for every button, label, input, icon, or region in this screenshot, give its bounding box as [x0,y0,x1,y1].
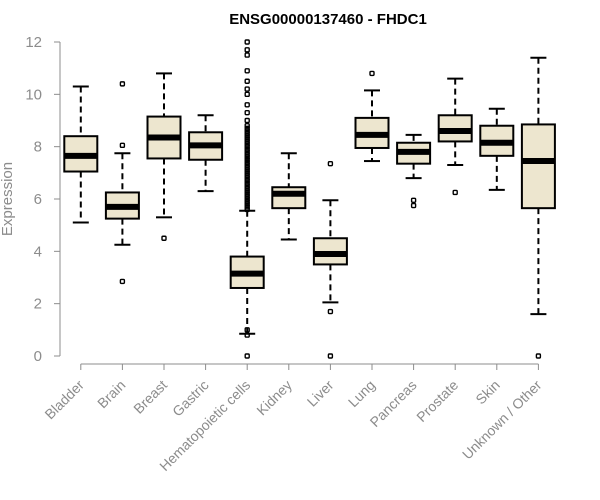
outlier-point [244,133,250,139]
box-bladder [63,85,99,224]
box-brain [104,81,140,285]
outlier-point [244,177,250,184]
box-lung [354,70,390,163]
outlier-point [244,198,250,205]
outlier-point [119,278,126,285]
x-tick-label: Unknown / Other [459,377,545,463]
box-unknown-other [520,56,556,359]
box-hematopoietic-cells [229,39,265,359]
outlier-point [244,151,250,158]
outlier-point [369,70,375,77]
iqr-box [520,123,556,210]
outlier-point [244,117,250,124]
outlier-point [244,193,250,200]
outlier-point [244,91,250,98]
box-skin [479,107,515,191]
outlier-point [244,157,250,163]
outlier-point [244,185,250,192]
chart-title: ENSG00000137460 - FHDC1 [229,11,427,28]
outlier-point [244,204,250,210]
outlier-point [244,136,250,142]
outlier-point [244,170,250,176]
outlier-point [244,86,250,92]
outlier-point [244,191,250,197]
outlier-point [244,109,250,116]
y-tick-label: 12 [25,34,42,51]
outlier-point [244,123,250,129]
outlier-point [244,201,250,207]
outlier-point [244,130,250,137]
outlier-point [244,52,250,58]
outlier-point [327,308,334,315]
y-tick-label: 4 [34,243,42,260]
y-tick-label: 8 [34,139,42,156]
outlier-point [244,68,250,74]
outlier-point [244,206,250,213]
x-tick-label: Prostate [413,377,461,425]
outlier-point [244,159,250,166]
outlier-point [244,138,250,145]
x-tick-label: Kidney [253,377,295,419]
outlier-point [244,172,250,179]
outlier-point [244,175,250,181]
outlier-point [244,353,250,359]
outlier-point [244,146,250,152]
outlier-point [244,188,250,194]
y-axis-label: Expression [0,162,16,236]
y-tick-label: 6 [34,191,42,208]
boxes-group [63,39,556,359]
outlier-point [244,78,250,84]
outlier-point [244,180,250,187]
outlier-point [244,47,250,53]
x-tick-label: Bladder [41,377,87,423]
outlier-point [244,39,250,45]
box-liver [312,160,348,359]
box-gastric [188,114,224,193]
outlier-point [327,160,334,167]
y-tick-label: 0 [34,348,42,365]
outlier-point [244,164,250,171]
outlier-point [410,202,417,209]
y-tick-label: 10 [25,86,42,103]
outlier-point [244,141,250,147]
outlier-point [244,162,250,168]
y-tick-label: 2 [34,296,42,313]
outlier-point [244,128,250,134]
outlier-point [535,353,542,359]
outlier-point [244,154,250,160]
x-tick-label: Skin [472,377,503,408]
outlier-point [410,197,417,204]
box-breast [146,72,182,241]
outlier-point [244,327,250,333]
outlier-point [161,235,167,241]
y-axis: 0 2 4 6 8 10 12 [25,34,61,365]
box-pancreas [396,133,432,209]
outlier-point [119,142,126,149]
box-kidney [271,152,307,241]
outlier-point [327,353,334,359]
box-prostate [437,77,473,196]
x-tick-label: Lung [345,377,378,410]
outlier-point [244,196,250,202]
outlier-point [244,102,250,108]
x-tick-label: Brain [94,377,128,411]
outlier-point [244,183,250,189]
x-tick-label: Liver [304,377,337,410]
outlier-point [244,167,250,173]
iqr-box [271,186,307,210]
outlier-point [244,149,250,155]
outlier-point [244,125,250,132]
outlier-point [452,189,458,196]
outlier-point [244,332,250,338]
outlier-point [119,81,126,87]
x-tick-label: Breast [130,377,170,417]
outlier-point [244,143,250,150]
